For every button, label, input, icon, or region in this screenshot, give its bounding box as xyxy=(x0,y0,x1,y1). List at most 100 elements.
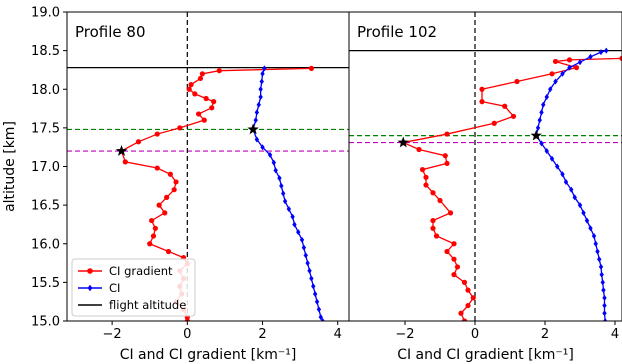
point-ci xyxy=(597,256,602,263)
star-marker xyxy=(115,145,128,156)
point-ci-gradient xyxy=(216,68,222,74)
point-ci xyxy=(553,78,558,85)
x-axis-label: CI and CI gradient [km⁻¹] xyxy=(397,347,574,363)
point-ci-gradient xyxy=(211,99,217,105)
x-tick-label: 4 xyxy=(334,327,342,342)
x-tick-label: 0 xyxy=(183,327,191,342)
point-ci xyxy=(588,225,593,232)
point-ci-gradient xyxy=(619,55,622,61)
point-ci xyxy=(267,151,273,158)
point-ci-gradient xyxy=(419,166,426,173)
point-ci xyxy=(309,275,314,282)
point-ci-gradient xyxy=(454,264,461,270)
point-ci-gradient xyxy=(165,248,172,255)
point-ci-gradient xyxy=(491,120,497,126)
y-tick-label: 18.5 xyxy=(31,44,60,59)
point-ci-gradient xyxy=(152,225,158,231)
y-tick-label: 17.0 xyxy=(31,160,60,175)
point-ci-gradient xyxy=(199,71,205,77)
point-ci xyxy=(296,229,301,236)
point-ci xyxy=(311,283,316,290)
point-ci-gradient xyxy=(573,65,580,71)
point-ci xyxy=(601,287,606,294)
point-ci xyxy=(600,279,605,286)
point-ci-gradient xyxy=(458,310,464,316)
point-ci-gradient xyxy=(167,171,173,177)
point-ci xyxy=(258,86,263,93)
point-ci-gradient xyxy=(192,91,198,97)
point-ci-gradient xyxy=(444,131,450,137)
point-ci-gradient xyxy=(451,241,457,247)
point-ci-gradient xyxy=(209,105,215,111)
point-ci-gradient xyxy=(566,57,573,63)
point-ci xyxy=(539,140,544,147)
point-ci-gradient xyxy=(549,71,555,77)
point-ci xyxy=(279,182,284,189)
star-marker xyxy=(247,123,259,135)
legend-label: CI xyxy=(109,281,120,295)
axes-frame xyxy=(348,11,622,322)
point-ci xyxy=(598,263,604,270)
legend-box xyxy=(71,258,196,317)
point-ci-gradient xyxy=(156,202,162,208)
point-ci xyxy=(290,213,295,220)
point-ci-gradient xyxy=(135,139,142,145)
point-ci xyxy=(602,294,607,301)
point-ci-gradient xyxy=(154,165,160,171)
point-ci xyxy=(595,248,600,255)
point-ci-gradient xyxy=(164,194,170,200)
point-ci-gradient xyxy=(479,99,485,105)
point-ci xyxy=(567,64,572,71)
point-ci xyxy=(320,318,325,321)
point-ci xyxy=(305,260,310,267)
point-ci xyxy=(548,86,553,93)
point-ci xyxy=(569,186,574,193)
point-ci-gradient xyxy=(479,86,485,92)
legend-label: CI gradient xyxy=(109,264,173,278)
point-ci xyxy=(602,302,607,309)
point-ci xyxy=(312,290,318,297)
point-ci xyxy=(254,109,260,116)
point-ci-gradient xyxy=(416,146,422,153)
legend-marker xyxy=(87,284,93,292)
point-ci xyxy=(258,93,263,100)
point-ci-gradient xyxy=(433,233,440,239)
point-ci-gradient xyxy=(197,75,204,82)
point-ci xyxy=(260,70,265,77)
point-ci-gradient xyxy=(430,225,436,231)
star-marker xyxy=(530,129,542,141)
x-tick-label: 2 xyxy=(541,327,549,342)
point-ci-gradient xyxy=(203,95,209,102)
point-ci xyxy=(318,314,323,321)
point-ci-gradient xyxy=(451,256,457,262)
point-ci xyxy=(577,59,583,66)
point-ci-gradient xyxy=(430,190,436,196)
point-ci-gradient xyxy=(308,65,314,71)
point-ci-gradient xyxy=(154,131,160,137)
point-ci xyxy=(535,124,541,131)
point-ci xyxy=(539,109,544,116)
point-ci xyxy=(303,252,308,259)
point-ci xyxy=(286,205,292,212)
point-ci-gradient xyxy=(423,174,429,180)
series-line-ci-gradient xyxy=(401,57,622,321)
panel-title: Profile 102 xyxy=(357,23,437,41)
point-ci xyxy=(544,93,549,100)
y-tick-label: 19.0 xyxy=(31,6,60,21)
point-ci-gradient xyxy=(552,58,559,65)
point-ci-gradient xyxy=(510,113,517,119)
point-ci xyxy=(593,240,598,247)
point-ci xyxy=(299,236,305,243)
point-ci xyxy=(604,47,609,54)
y-axis-label: altitude [km] xyxy=(2,121,18,212)
point-ci-gradient xyxy=(147,241,153,247)
point-ci-gradient xyxy=(122,159,128,165)
point-ci xyxy=(316,306,322,313)
point-ci xyxy=(282,198,288,205)
point-ci xyxy=(307,267,312,274)
y-tick-label: 15.0 xyxy=(31,315,60,330)
point-ci xyxy=(598,49,604,56)
point-ci xyxy=(253,117,258,124)
point-ci-gradient xyxy=(502,103,508,109)
